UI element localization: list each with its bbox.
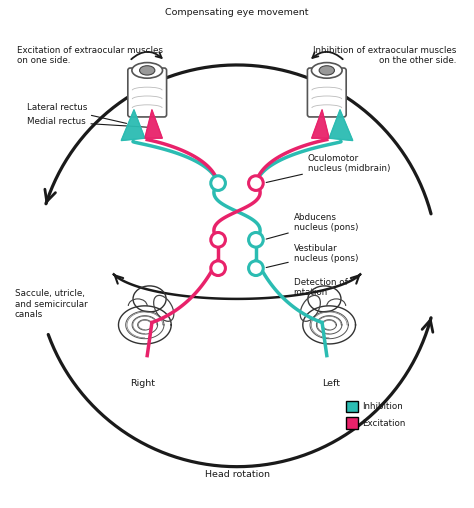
Circle shape: [211, 233, 226, 247]
Ellipse shape: [319, 66, 335, 75]
Circle shape: [248, 233, 263, 247]
FancyBboxPatch shape: [308, 68, 346, 117]
FancyBboxPatch shape: [346, 400, 357, 412]
Polygon shape: [303, 306, 356, 344]
Circle shape: [248, 261, 263, 275]
Text: Inhibition: Inhibition: [362, 402, 403, 411]
Text: Detection of
rotation: Detection of rotation: [294, 278, 347, 297]
Text: Compensating eye movement: Compensating eye movement: [165, 8, 309, 17]
Text: Abducens
nucleus (pons): Abducens nucleus (pons): [266, 213, 358, 239]
Text: Excitation: Excitation: [362, 419, 406, 428]
Ellipse shape: [132, 62, 163, 78]
Ellipse shape: [311, 62, 342, 78]
Circle shape: [211, 261, 226, 275]
Polygon shape: [121, 110, 145, 141]
Text: Lateral rectus: Lateral rectus: [27, 103, 127, 123]
Text: Vestibular
nucleus (pons): Vestibular nucleus (pons): [266, 244, 358, 268]
Polygon shape: [118, 306, 171, 344]
Circle shape: [211, 176, 226, 190]
Polygon shape: [145, 110, 162, 138]
Text: Saccule, utricle,
and semicircular
canals: Saccule, utricle, and semicircular canal…: [15, 290, 88, 319]
Polygon shape: [329, 110, 353, 141]
FancyBboxPatch shape: [346, 417, 357, 429]
Polygon shape: [312, 110, 329, 138]
Text: Head rotation: Head rotation: [204, 470, 270, 479]
Text: Right: Right: [130, 379, 155, 388]
Text: Left: Left: [322, 379, 340, 388]
FancyBboxPatch shape: [128, 68, 166, 117]
Text: Inhibition of extraocular muscles
on the other side.: Inhibition of extraocular muscles on the…: [313, 46, 457, 66]
Text: Oculomotor
nucleus (midbrain): Oculomotor nucleus (midbrain): [266, 154, 391, 182]
Text: Excitation of extraocular muscles
on one side.: Excitation of extraocular muscles on one…: [17, 46, 163, 66]
Text: Medial rectus: Medial rectus: [27, 117, 147, 127]
Ellipse shape: [139, 66, 155, 75]
Circle shape: [248, 176, 263, 190]
